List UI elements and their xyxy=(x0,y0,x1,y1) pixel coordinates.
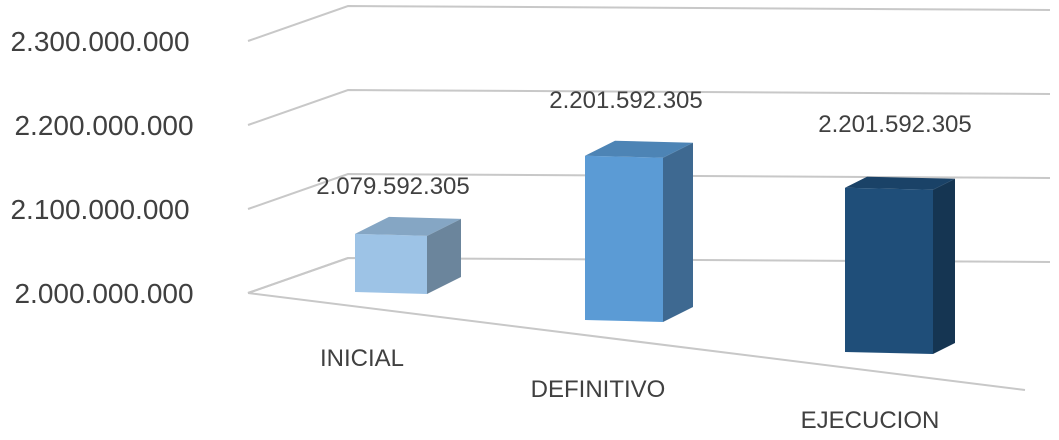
chart-floor xyxy=(247,257,1026,391)
bar-front xyxy=(585,155,663,322)
bar xyxy=(845,176,955,354)
bar-top xyxy=(355,216,461,236)
gridline xyxy=(247,4,1051,42)
bar-side xyxy=(427,218,461,294)
bar-side xyxy=(663,142,693,322)
gridline xyxy=(247,172,1051,210)
bar-side xyxy=(933,178,955,354)
bar-top xyxy=(845,176,955,190)
category-label: DEFINITIVO xyxy=(531,376,666,403)
data-labels: 2.079.592.305 2.201.592.305 2.201.592.305 xyxy=(316,87,971,200)
y-axis-tick-labels: 2.000.000.000 2.100.000.000 2.200.000.000 2… xyxy=(10,26,193,309)
bars xyxy=(355,140,955,354)
floor-side-edge xyxy=(247,257,349,294)
bar xyxy=(355,216,461,294)
bar-front xyxy=(845,187,933,354)
bar-front xyxy=(355,233,427,294)
category-label: INICIAL xyxy=(320,345,404,372)
data-label: 2.201.592.305 xyxy=(549,87,702,114)
bar-top xyxy=(585,140,693,158)
y-tick-label: 2.300.000.000 xyxy=(10,26,189,57)
category-label: EJECUCION xyxy=(801,407,940,434)
floor-front-edge xyxy=(247,292,1026,391)
data-label: 2.079.592.305 xyxy=(316,173,469,200)
y-tick-label: 2.100.000.000 xyxy=(10,194,189,225)
bar xyxy=(585,140,693,322)
y-tick-label: 2.000.000.000 xyxy=(14,278,193,309)
y-tick-label: 2.200.000.000 xyxy=(14,110,193,141)
gridline xyxy=(247,88,1051,126)
category-labels: INICIAL DEFINITIVO EJECUCION xyxy=(320,345,939,434)
data-label: 2.201.592.305 xyxy=(818,111,971,138)
